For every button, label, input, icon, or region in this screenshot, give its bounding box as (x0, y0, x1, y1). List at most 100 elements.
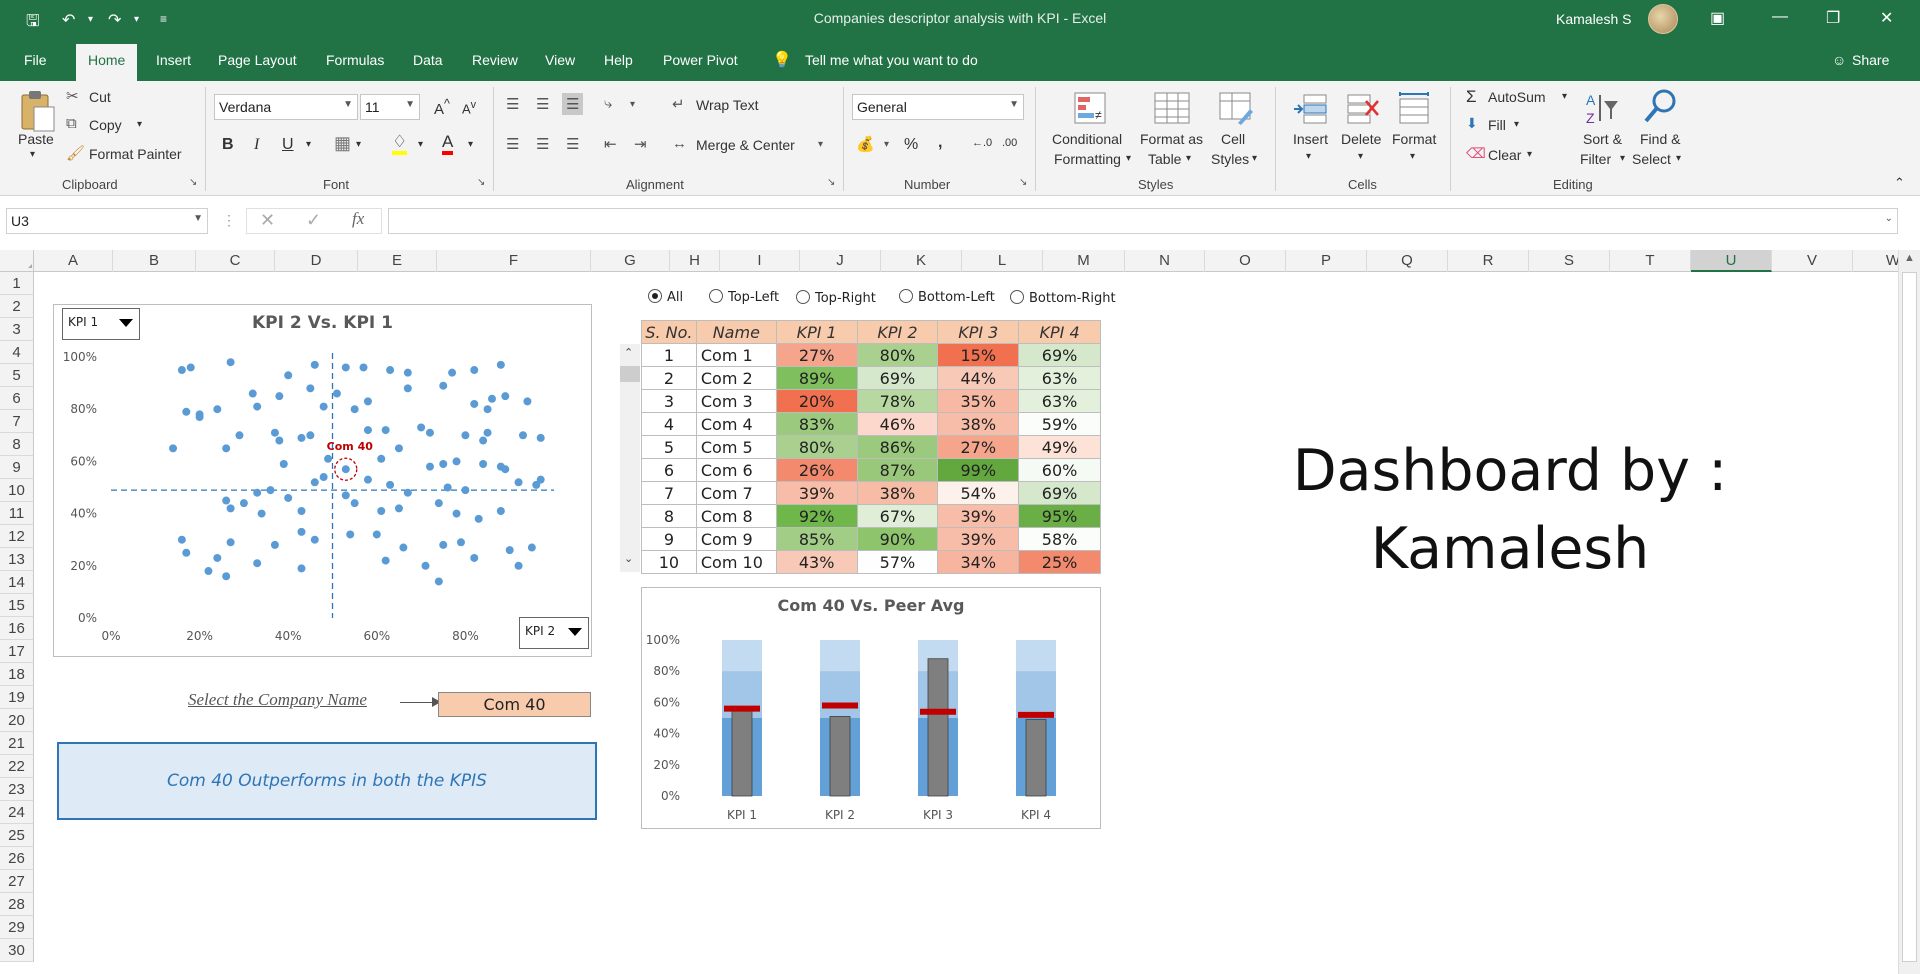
cell-s-no[interactable]: 3 (641, 389, 697, 413)
cell-kpi-1[interactable]: 80% (775, 435, 858, 459)
cancel-icon[interactable]: ✕ (260, 210, 276, 230)
tab-power-pivot[interactable]: Power Pivot (663, 52, 738, 68)
cell-kpi-1[interactable]: 83% (775, 412, 858, 436)
cell-s-no[interactable]: 2 (641, 366, 697, 390)
delete-button[interactable]: Delete (1341, 131, 1382, 147)
undo-dropdown-icon[interactable]: ▾ (88, 14, 94, 25)
undo-icon[interactable]: ↶ (62, 12, 76, 29)
column-header-d[interactable]: D (275, 250, 358, 272)
chevron-down-icon[interactable]: ▾ (1358, 151, 1364, 162)
borders-icon[interactable]: ▦ (334, 133, 352, 153)
tab-file[interactable]: File (24, 52, 47, 68)
row-header-23[interactable]: 23 (0, 778, 34, 801)
row-header-5[interactable]: 5 (0, 364, 34, 387)
increase-decimal-icon[interactable]: ←.0 (972, 137, 993, 149)
cell-kpi-3[interactable]: 99% (937, 458, 1020, 482)
header-kpi-1[interactable]: KPI 1 (775, 320, 858, 344)
cell-kpi-3[interactable]: 38% (937, 412, 1020, 436)
column-header-j[interactable]: J (800, 250, 881, 272)
header-s-no[interactable]: S. No. (641, 320, 697, 344)
row-header-25[interactable]: 25 (0, 824, 34, 847)
cell-kpi-1[interactable]: 27% (775, 343, 858, 367)
user-name[interactable]: Kamalesh S (1556, 11, 1632, 27)
insert-button[interactable]: Insert (1293, 131, 1329, 147)
filter-radio-bottom-left[interactable]: Bottom-Left (899, 289, 995, 305)
cell-kpi-2[interactable]: 67% (856, 504, 939, 528)
redo-dropdown-icon[interactable]: ▾ (134, 14, 140, 25)
cell-kpi-2[interactable]: 86% (856, 435, 939, 459)
row-header-7[interactable]: 7 (0, 410, 34, 433)
find-select-button[interactable]: Find & (1640, 131, 1681, 147)
align-center-icon[interactable]: ☰ (536, 136, 550, 153)
cell-name[interactable]: Com 8 (695, 504, 777, 528)
tab-review[interactable]: Review (472, 52, 518, 68)
cell-s-no[interactable]: 9 (641, 527, 697, 551)
row-header-26[interactable]: 26 (0, 847, 34, 870)
cell-kpi-2[interactable]: 87% (856, 458, 939, 482)
cell-styles-label[interactable]: Styles (1211, 151, 1250, 167)
row-header-15[interactable]: 15 (0, 594, 34, 617)
column-header-i[interactable]: I (720, 250, 800, 272)
row-header-13[interactable]: 13 (0, 548, 34, 571)
chevron-down-icon[interactable]: ▾ (1306, 151, 1312, 162)
decrease-decimal-icon[interactable]: .00 (1002, 137, 1018, 149)
cell-s-no[interactable]: 7 (641, 481, 697, 505)
cell-kpi-4[interactable]: 58% (1018, 527, 1101, 551)
chevron-down-icon[interactable]: ▾ (1527, 149, 1533, 160)
table-scrollbar[interactable]: ⌃ ⌄ (620, 344, 640, 572)
cell-kpi-4[interactable]: 59% (1018, 412, 1101, 436)
decrease-font-icon[interactable]: Av (462, 99, 477, 117)
tab-page-layout[interactable]: Page Layout (218, 52, 297, 68)
align-middle-icon[interactable]: ☰ (536, 96, 550, 113)
comma-style-icon[interactable]: , (938, 134, 943, 151)
minimize-icon[interactable]: — (1772, 8, 1788, 25)
collapse-ribbon-icon[interactable]: ⌃ (1894, 175, 1905, 190)
number-format-select[interactable]: General ▼ (852, 94, 1024, 120)
column-header-c[interactable]: C (196, 250, 275, 272)
cell-kpi-3[interactable]: 39% (937, 504, 1020, 528)
row-header-28[interactable]: 28 (0, 893, 34, 916)
cell-s-no[interactable]: 1 (641, 343, 697, 367)
close-icon[interactable]: ✕ (1880, 10, 1894, 27)
font-size-select[interactable]: 11 ▼ (360, 94, 420, 120)
vertical-scrollbar[interactable]: ▲ (1898, 250, 1920, 974)
header-kpi-3[interactable]: KPI 3 (937, 320, 1020, 344)
orientation-icon[interactable]: ⤷ (604, 95, 613, 112)
autosum-button[interactable]: AutoSum (1488, 89, 1546, 105)
row-header-29[interactable]: 29 (0, 916, 34, 939)
merge-dropdown-icon[interactable]: ▾ (818, 139, 824, 150)
cell-kpi-1[interactable]: 89% (775, 366, 858, 390)
tab-help[interactable]: Help (604, 52, 633, 68)
chevron-down-icon[interactable]: ▾ (1676, 153, 1682, 164)
cell-name[interactable]: Com 10 (695, 550, 777, 574)
cell-name[interactable]: Com 2 (695, 366, 777, 390)
x-axis-kpi-select[interactable]: KPI 2 (519, 617, 589, 649)
cell-kpi-3[interactable]: 15% (937, 343, 1020, 367)
increase-font-icon[interactable]: A^ (434, 97, 450, 118)
fill-button[interactable]: Fill (1488, 117, 1506, 133)
column-header-m[interactable]: M (1043, 250, 1125, 272)
column-header-r[interactable]: R (1448, 250, 1529, 272)
font-name-select[interactable]: Verdana ▼ (214, 94, 358, 120)
column-header-e[interactable]: E (358, 250, 437, 272)
row-header-3[interactable]: 3 (0, 318, 34, 341)
underline-icon[interactable]: U (282, 136, 294, 153)
accounting-dropdown-icon[interactable]: ▾ (884, 139, 890, 150)
more-options-icon[interactable]: ⋮ (222, 212, 236, 228)
row-header-20[interactable]: 20 (0, 709, 34, 732)
decrease-indent-icon[interactable]: ⇤ (604, 136, 617, 153)
cell-kpi-1[interactable]: 43% (775, 550, 858, 574)
cell-kpi-3[interactable]: 54% (937, 481, 1020, 505)
filter-radio-bottom-right[interactable]: Bottom-Right (1010, 290, 1116, 306)
row-header-24[interactable]: 24 (0, 801, 34, 824)
y-axis-kpi-select[interactable]: KPI 1 (62, 308, 140, 340)
scroll-down-icon[interactable]: ⌄ (624, 553, 634, 565)
tab-formulas[interactable]: Formulas (326, 52, 385, 68)
underline-dropdown-icon[interactable]: ▾ (306, 139, 312, 150)
cell-kpi-1[interactable]: 20% (775, 389, 858, 413)
row-header-2[interactable]: 2 (0, 295, 34, 318)
fill-color-dropdown-icon[interactable]: ▾ (418, 139, 424, 150)
accounting-format-icon[interactable]: 💰 (856, 136, 875, 153)
increase-indent-icon[interactable]: ⇥ (634, 136, 647, 153)
tab-data[interactable]: Data (413, 52, 443, 68)
